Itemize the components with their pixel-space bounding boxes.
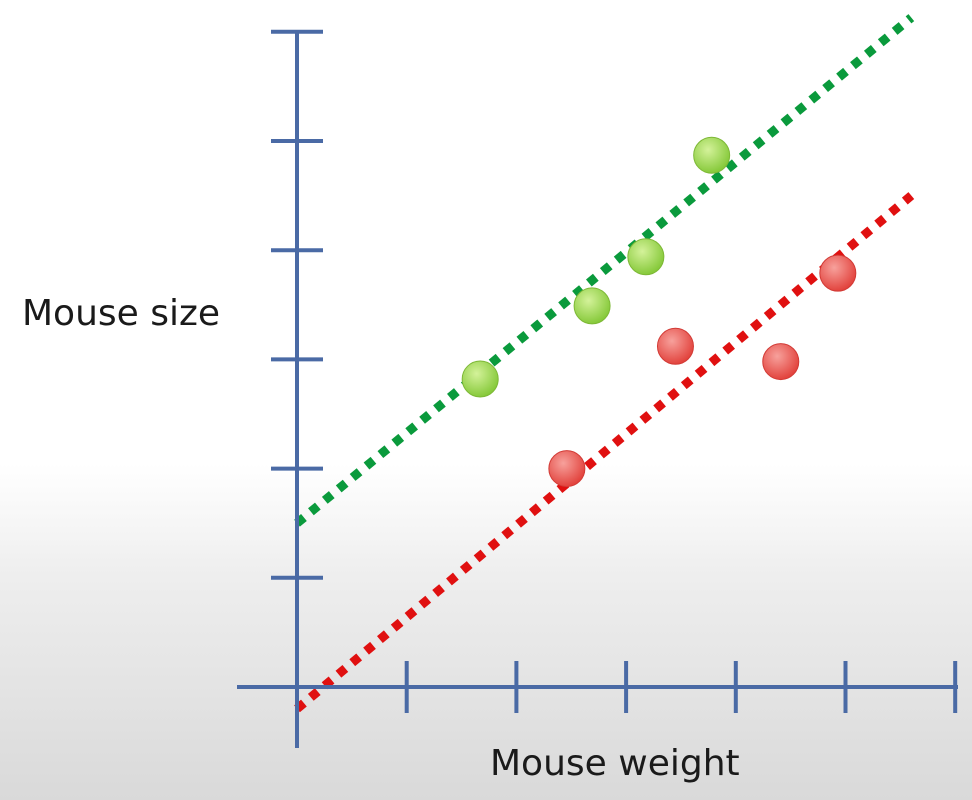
y-axis-label: Mouse size [22,293,220,334]
red-point-4 [819,254,857,292]
green-point-4 [693,136,731,174]
red-fit-line [294,192,915,713]
data-points [461,136,857,488]
green-point-3 [627,238,665,276]
green-point-2 [573,287,611,325]
green-fit-line [294,14,915,527]
fit-lines [294,14,915,713]
x-axis-label: Mouse weight [490,743,740,784]
red-point-1 [548,450,586,488]
axes [237,29,958,748]
red-point-3 [762,343,800,381]
green-point-1 [461,360,499,398]
red-point-2 [656,327,694,365]
